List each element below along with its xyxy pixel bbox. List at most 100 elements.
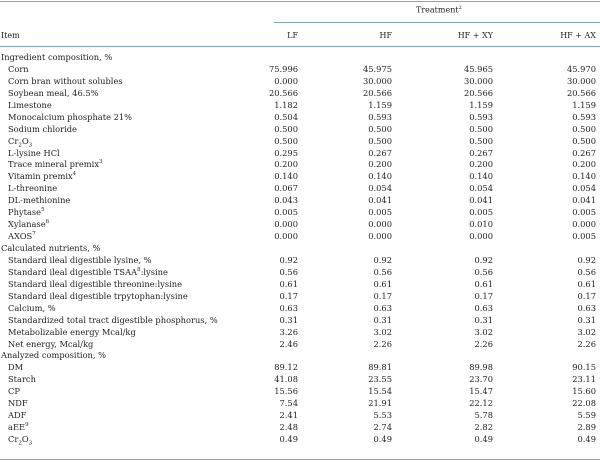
label-subscript: 3 bbox=[28, 440, 33, 447]
section-header-row: Calculated nutrients, % bbox=[0, 243, 600, 255]
cell-lf: 3.26 bbox=[279, 326, 298, 337]
cell-hf: 0.041 bbox=[368, 195, 392, 206]
label-text: Vitamin premix bbox=[8, 171, 73, 182]
cell-lf: 0.000 bbox=[274, 231, 298, 242]
cell-hf: 0.140 bbox=[368, 171, 392, 182]
table-bottom-rule bbox=[0, 459, 600, 460]
cell-hf-ax: 22.08 bbox=[572, 398, 596, 409]
cell-hf: 0.17 bbox=[373, 290, 392, 301]
cell-hf-ax: 0.005 bbox=[572, 207, 596, 218]
cell-hf-xy: 0.000 bbox=[469, 231, 493, 242]
row-label: Standard ileal digestible lysine, % bbox=[8, 255, 152, 267]
cell-hf-xy: 0.49 bbox=[474, 434, 493, 444]
cell-hf-ax: 0.593 bbox=[572, 111, 596, 122]
cell-hf: 3.02 bbox=[373, 326, 392, 337]
section-header-row: Ingredient composition, % bbox=[0, 52, 600, 64]
label-text: Cr bbox=[8, 434, 19, 444]
label-text: Ingredient composition, % bbox=[1, 52, 113, 62]
cell-hf-ax: 0.000 bbox=[572, 219, 596, 230]
label-text: Calcium, % bbox=[8, 302, 56, 313]
cell-hf: 21.91 bbox=[368, 398, 392, 409]
cell-hf: 89.81 bbox=[368, 362, 392, 373]
table-row: DM 89.12 89.81 89.98 90.15 bbox=[0, 362, 600, 374]
treatment-spanner-rule bbox=[274, 22, 600, 23]
table-row: Corn bran without solubles 0.000 30.000 30.… bbox=[0, 76, 600, 88]
cell-hf: 1.159 bbox=[368, 99, 392, 110]
cell-hf-ax: 3.02 bbox=[577, 326, 596, 337]
table-row: Xylanase6 0.000 0.000 0.010 0.000 bbox=[0, 219, 600, 231]
cell-hf-ax: 0.200 bbox=[572, 159, 596, 170]
cell-hf-ax: 0.500 bbox=[572, 123, 596, 134]
cell-hf-ax: 0.56 bbox=[577, 266, 596, 277]
cell-hf: 0.63 bbox=[373, 302, 392, 313]
cell-hf-ax: 2.89 bbox=[577, 422, 596, 433]
cell-hf: 15.54 bbox=[368, 386, 392, 397]
table-row: Sodium chloride 0.500 0.500 0.500 0.500 bbox=[0, 124, 600, 136]
cell-hf-xy: 0.92 bbox=[474, 254, 493, 265]
cell-hf-xy: 0.500 bbox=[469, 123, 493, 134]
cell-hf-ax: 0.140 bbox=[572, 171, 596, 182]
cell-lf: 0.500 bbox=[274, 123, 298, 134]
cell-hf: 23.55 bbox=[368, 374, 392, 385]
table-row: ADF 2.41 5.53 5.78 5.59 bbox=[0, 410, 600, 422]
label-text: DM bbox=[8, 362, 24, 373]
column-header-hf: HF bbox=[379, 31, 392, 40]
cell-hf-ax: 0.31 bbox=[577, 314, 596, 325]
row-label: CP bbox=[8, 386, 20, 398]
cell-hf: 0.593 bbox=[368, 111, 392, 122]
label-supscript: 5 bbox=[41, 207, 45, 214]
row-label: Sodium chloride bbox=[8, 124, 77, 136]
cell-lf: 0.005 bbox=[274, 207, 298, 218]
table-row: Standard ileal digestible lysine, % 0.92 0… bbox=[0, 255, 600, 267]
label-text: Analyzed composition, % bbox=[1, 350, 107, 361]
cell-hf-ax: 23.11 bbox=[572, 374, 596, 385]
label-text: O bbox=[21, 434, 29, 444]
row-label: Calcium, % bbox=[8, 303, 56, 315]
cell-lf: 0.63 bbox=[279, 302, 298, 313]
cell-hf-ax: 0.92 bbox=[577, 254, 596, 265]
label-text: Standard ileal digestible lysine, % bbox=[8, 254, 152, 265]
label-supscript: 4 bbox=[72, 171, 77, 178]
cell-lf: 0.067 bbox=[274, 183, 298, 194]
row-label: Vitamin premix4 bbox=[8, 171, 76, 183]
cell-hf-ax: 2.26 bbox=[577, 338, 596, 349]
cell-lf: 0.295 bbox=[274, 147, 298, 158]
cell-lf: 15.56 bbox=[274, 386, 298, 397]
cell-hf-ax: 90.15 bbox=[572, 362, 596, 373]
header-bottom-rule bbox=[0, 46, 600, 47]
cell-hf-ax: 5.59 bbox=[577, 410, 596, 421]
cell-lf: 1.182 bbox=[274, 99, 298, 110]
label-text: :lysine bbox=[140, 266, 168, 277]
label-text: CP bbox=[8, 386, 20, 397]
row-label: Limestone bbox=[8, 100, 52, 112]
cell-hf-xy: 0.010 bbox=[469, 219, 493, 230]
label-subscript: 2 bbox=[18, 142, 22, 149]
cell-hf: 0.49 bbox=[373, 434, 392, 444]
table-row: AXOS7 0.000 0.000 0.000 0.005 bbox=[0, 231, 600, 243]
label-text: Standard ileal digestible TSAA bbox=[8, 266, 138, 277]
row-label: Corn bbox=[8, 64, 29, 76]
label-text: NDF bbox=[8, 398, 28, 409]
cell-lf: 89.12 bbox=[274, 362, 298, 373]
cell-lf: 2.46 bbox=[279, 338, 298, 349]
table-row: Limestone 1.182 1.159 1.159 1.159 bbox=[0, 100, 600, 112]
label-text: ADF bbox=[8, 410, 27, 421]
cell-hf-xy: 0.267 bbox=[469, 147, 493, 158]
label-supscript: 7 bbox=[32, 231, 36, 238]
row-label: L-threonine bbox=[8, 183, 57, 195]
row-label: aEE9 bbox=[8, 422, 29, 434]
column-header-hf-xy: HF + XY bbox=[457, 31, 493, 40]
cell-lf: 7.54 bbox=[279, 398, 298, 409]
cell-hf-xy: 2.82 bbox=[474, 422, 493, 433]
label-text: Limestone bbox=[8, 99, 52, 110]
cell-lf: 2.41 bbox=[279, 410, 298, 421]
cell-hf: 5.53 bbox=[373, 410, 392, 421]
row-label: Cr2O3 bbox=[8, 136, 32, 148]
cell-hf-ax: 0.054 bbox=[572, 183, 596, 194]
cell-hf: 0.31 bbox=[373, 314, 392, 325]
table-row: Monocalcium phosphate 21% 0.504 0.593 0.593… bbox=[0, 112, 600, 124]
treatment-footnote-marker: 2 bbox=[458, 5, 462, 11]
cell-hf-ax: 0.005 bbox=[572, 231, 596, 242]
treatment-label: Treatment bbox=[416, 5, 459, 15]
cell-hf: 30.000 bbox=[362, 75, 392, 86]
